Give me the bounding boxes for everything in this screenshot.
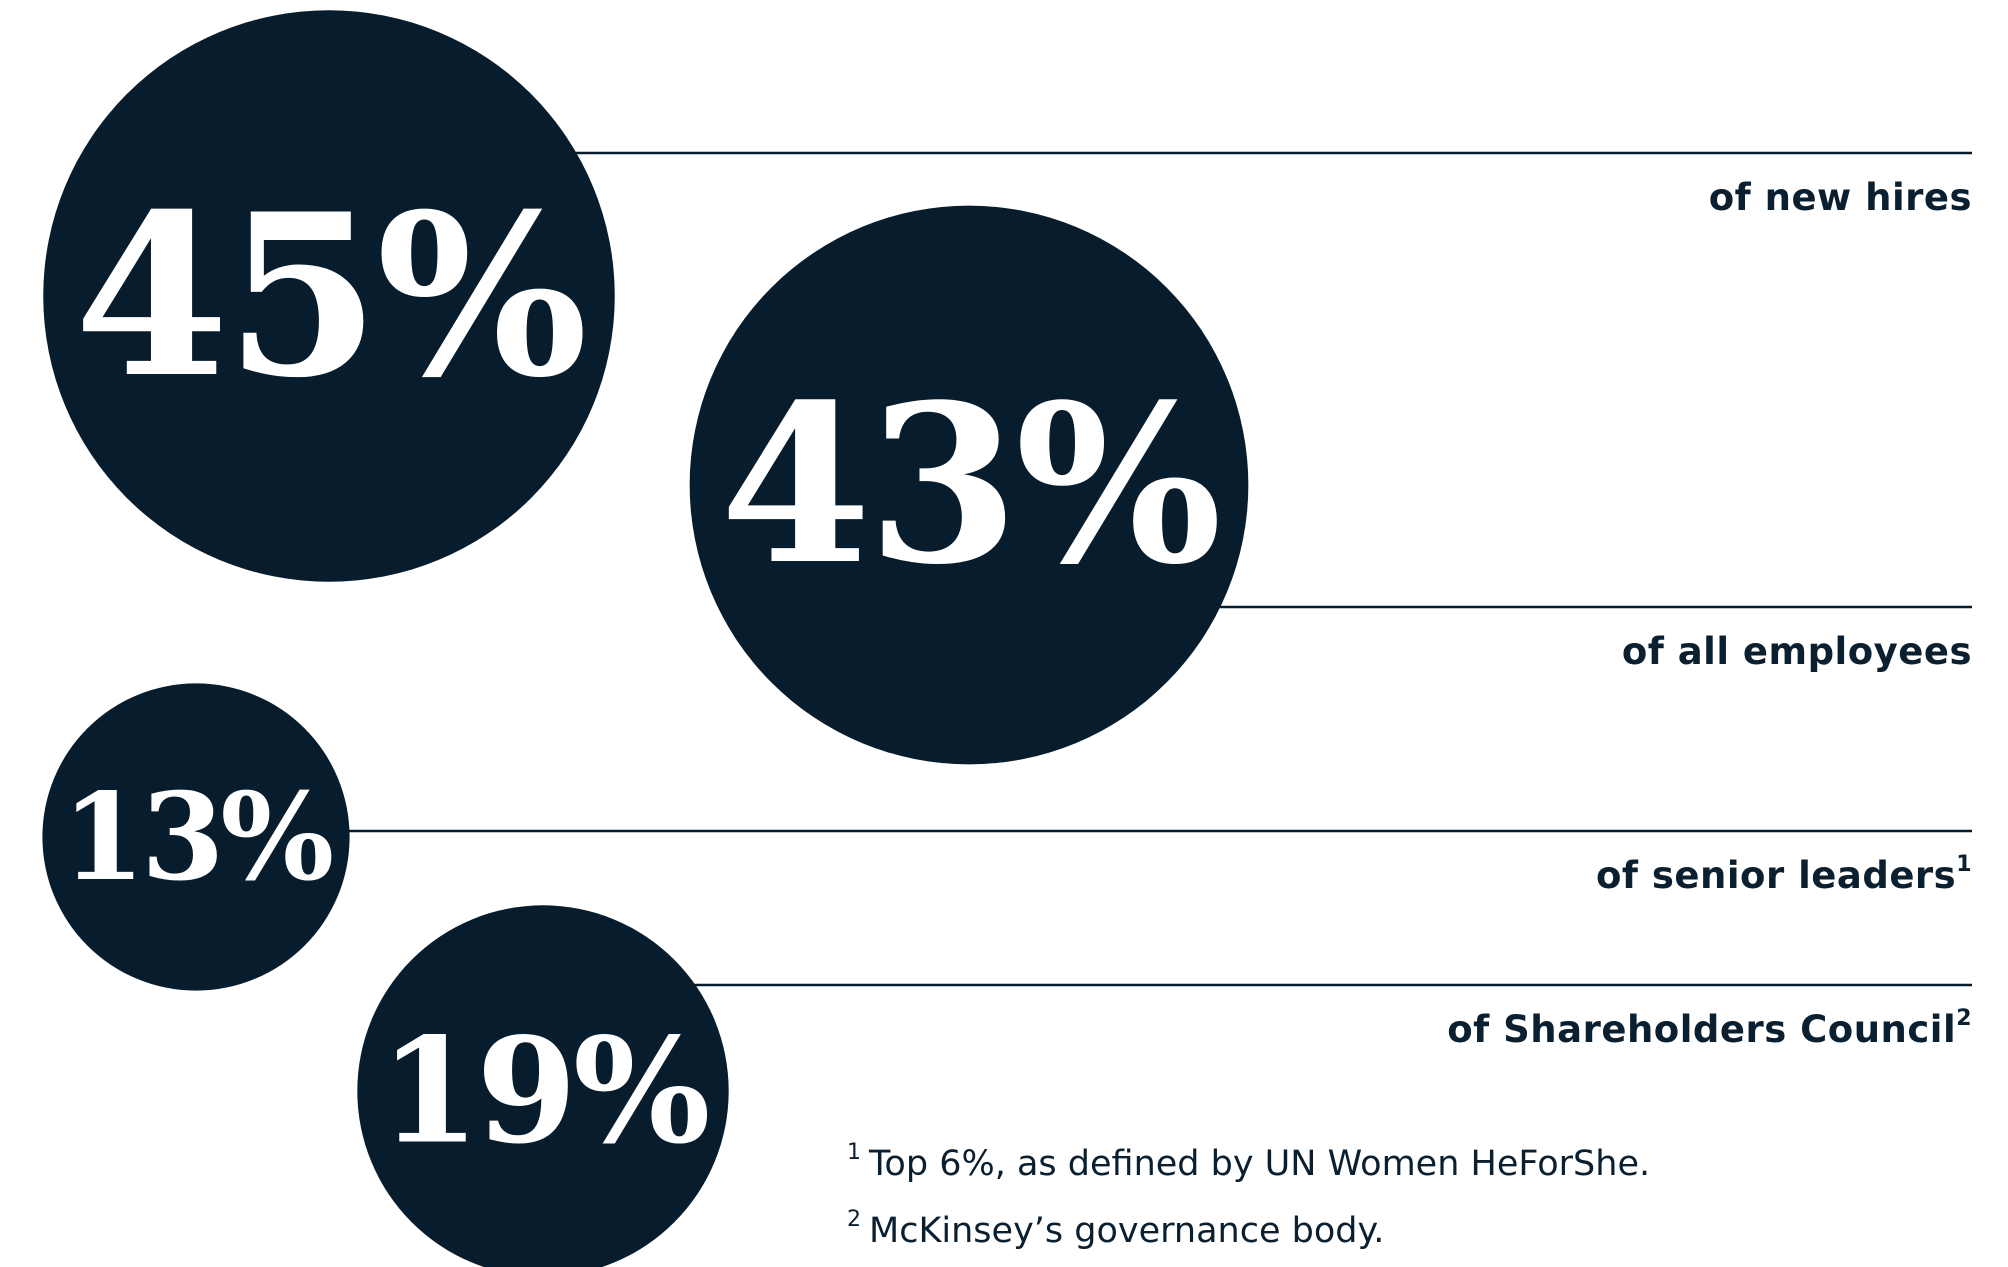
category-label: of Shareholders Council2 — [1447, 1006, 1972, 1051]
bubble — [689, 205, 1249, 765]
footnote-text: McKinsey’s governance body. — [869, 1211, 1384, 1251]
category-text: of Shareholders Council — [1447, 1008, 1956, 1051]
footnote-mark: 2 — [847, 1207, 861, 1232]
footnote: 2 McKinsey’s governance body. — [847, 1207, 1384, 1252]
category-text: of new hires — [1709, 176, 1972, 219]
category-label: of new hires — [1709, 176, 1972, 219]
bubble — [42, 683, 350, 991]
footnote-text: Top 6%, as defined by UN Women HeForShe. — [868, 1144, 1650, 1184]
value-label: 19% — [379, 1006, 708, 1176]
bubble — [43, 10, 615, 582]
category-label: of all employees — [1622, 630, 1972, 673]
note-marker: 2 — [1956, 1006, 1972, 1031]
category-text: of all employees — [1622, 630, 1972, 673]
footnote-mark: 1 — [847, 1140, 861, 1165]
value-label: 45% — [74, 165, 584, 427]
value-label: 13% — [62, 768, 332, 908]
footnote: 1 Top 6%, as defined by UN Women HeForShe… — [847, 1140, 1650, 1185]
category-text: of senior leaders — [1596, 854, 1956, 897]
bubble — [357, 905, 729, 1267]
category-label: of senior leaders1 — [1596, 852, 1972, 897]
note-marker: 1 — [1956, 852, 1972, 877]
value-label: 43% — [720, 357, 1218, 613]
